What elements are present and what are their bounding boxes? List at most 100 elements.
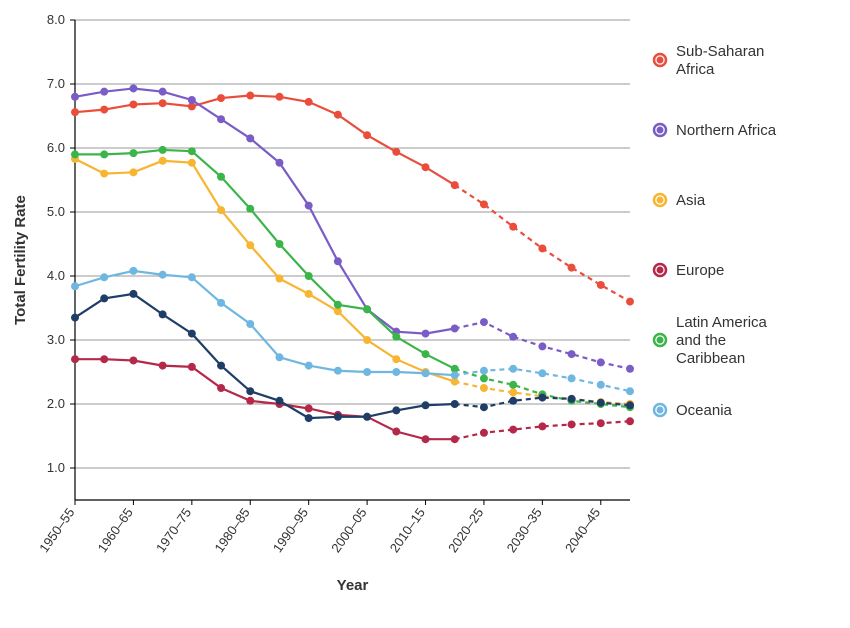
series-marker xyxy=(275,397,283,405)
legend-label: Asia xyxy=(676,192,706,209)
series-marker xyxy=(217,299,225,307)
series-marker xyxy=(100,294,108,302)
series-marker xyxy=(159,99,167,107)
series-marker xyxy=(129,356,137,364)
series-marker xyxy=(451,400,459,408)
series-marker xyxy=(568,350,576,358)
legend-marker-inner xyxy=(657,267,664,274)
series-marker xyxy=(597,419,605,427)
legend-marker-inner xyxy=(657,337,664,344)
series-marker xyxy=(100,355,108,363)
series-marker xyxy=(538,342,546,350)
series-marker xyxy=(305,290,313,298)
series-marker xyxy=(538,394,546,402)
series-marker xyxy=(71,93,79,101)
series-marker xyxy=(597,281,605,289)
series-marker xyxy=(334,257,342,265)
series-marker xyxy=(305,362,313,370)
series-marker xyxy=(305,414,313,422)
series-marker xyxy=(568,395,576,403)
series-marker xyxy=(392,148,400,156)
series-marker xyxy=(334,111,342,119)
series-marker xyxy=(422,401,430,409)
legend-marker-inner xyxy=(657,127,664,134)
series-marker xyxy=(568,374,576,382)
series-marker xyxy=(246,134,254,142)
series-marker xyxy=(159,146,167,154)
series-marker xyxy=(129,290,137,298)
series-marker xyxy=(422,369,430,377)
series-marker xyxy=(509,388,517,396)
series-marker xyxy=(275,159,283,167)
series-marker xyxy=(100,273,108,281)
series-marker xyxy=(363,131,371,139)
series-marker xyxy=(363,305,371,313)
series-marker xyxy=(363,413,371,421)
series-marker xyxy=(100,88,108,96)
series-marker xyxy=(188,96,196,104)
series-marker xyxy=(71,108,79,116)
y-tick-label: 1.0 xyxy=(47,460,65,475)
legend-label: Africa xyxy=(676,61,715,78)
series-marker xyxy=(188,147,196,155)
legend-label: Latin America xyxy=(676,314,768,331)
series-marker xyxy=(480,403,488,411)
series-marker xyxy=(246,320,254,328)
legend-label: Europe xyxy=(676,262,724,279)
series-marker xyxy=(188,273,196,281)
series-marker xyxy=(188,363,196,371)
series-marker xyxy=(392,333,400,341)
series-marker xyxy=(305,202,313,210)
series-marker xyxy=(597,381,605,389)
x-axis-label: Year xyxy=(337,577,369,594)
series-marker xyxy=(188,159,196,167)
legend-label: Caribbean xyxy=(676,350,745,367)
series-marker xyxy=(451,181,459,189)
legend-label: and the xyxy=(676,332,726,349)
series-marker xyxy=(71,150,79,158)
series-marker xyxy=(334,413,342,421)
series-marker xyxy=(451,371,459,379)
series-marker xyxy=(480,374,488,382)
series-marker xyxy=(159,362,167,370)
series-marker xyxy=(422,330,430,338)
series-marker xyxy=(217,94,225,102)
legend-marker-inner xyxy=(657,407,664,414)
series-marker xyxy=(305,404,313,412)
series-marker xyxy=(363,336,371,344)
series-marker xyxy=(159,157,167,165)
series-marker xyxy=(451,435,459,443)
y-tick-label: 4.0 xyxy=(47,268,65,283)
series-marker xyxy=(129,84,137,92)
series-marker xyxy=(246,92,254,100)
series-marker xyxy=(568,264,576,272)
series-marker xyxy=(480,429,488,437)
series-marker xyxy=(217,384,225,392)
series-marker xyxy=(159,88,167,96)
series-marker xyxy=(246,205,254,213)
y-axis-label: Total Fertility Rate xyxy=(12,195,29,325)
series-marker xyxy=(217,173,225,181)
series-marker xyxy=(480,318,488,326)
legend-marker-inner xyxy=(657,57,664,64)
series-marker xyxy=(626,417,634,425)
legend-label: Sub-Saharan xyxy=(676,43,764,60)
series-marker xyxy=(422,435,430,443)
series-marker xyxy=(626,401,634,409)
series-marker xyxy=(217,362,225,370)
series-marker xyxy=(480,384,488,392)
series-marker xyxy=(568,420,576,428)
series-marker xyxy=(275,240,283,248)
series-marker xyxy=(509,381,517,389)
series-marker xyxy=(392,428,400,436)
series-marker xyxy=(538,422,546,430)
series-marker xyxy=(626,387,634,395)
series-marker xyxy=(538,244,546,252)
series-marker xyxy=(129,149,137,157)
series-marker xyxy=(217,115,225,123)
series-marker xyxy=(246,241,254,249)
fertility-chart: 1.02.03.04.05.06.07.08.01950–551960–6519… xyxy=(0,0,850,628)
y-tick-label: 3.0 xyxy=(47,332,65,347)
series-marker xyxy=(480,200,488,208)
y-tick-label: 5.0 xyxy=(47,204,65,219)
